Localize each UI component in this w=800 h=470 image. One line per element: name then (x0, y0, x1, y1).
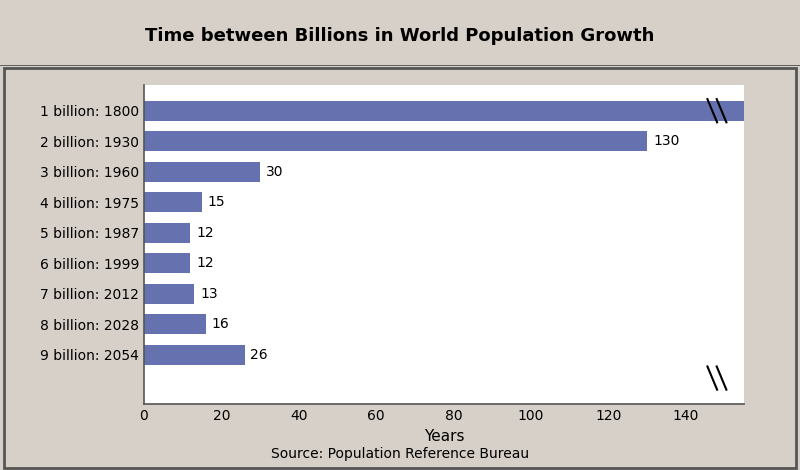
Text: 26: 26 (250, 348, 268, 362)
Text: 30: 30 (266, 165, 283, 179)
Text: Source: Population Reference Bureau: Source: Population Reference Bureau (271, 446, 529, 461)
Bar (144, 131, 647, 151)
Bar (144, 253, 190, 273)
Bar (144, 345, 245, 365)
Bar (144, 192, 202, 212)
Text: 130: 130 (653, 134, 679, 148)
Text: 12: 12 (196, 226, 214, 240)
Text: 16: 16 (212, 317, 230, 331)
Text: 13: 13 (200, 287, 218, 301)
Bar (144, 223, 190, 243)
Text: 15: 15 (208, 196, 226, 209)
Bar (144, 284, 194, 304)
X-axis label: Years: Years (424, 429, 464, 444)
Bar (144, 162, 260, 182)
Bar (144, 314, 206, 334)
Bar (144, 101, 800, 121)
Text: 12: 12 (196, 256, 214, 270)
Text: Time between Billions in World Population Growth: Time between Billions in World Populatio… (146, 27, 654, 45)
